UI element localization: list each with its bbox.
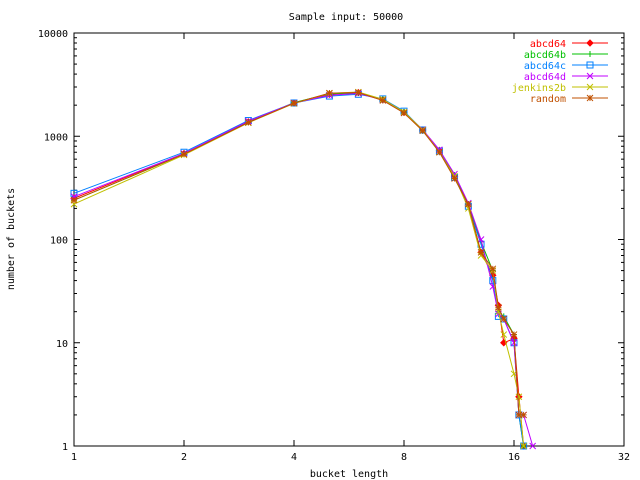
series-line xyxy=(73,92,534,447)
x-tick-label: 16 xyxy=(508,452,520,463)
legend-label: random xyxy=(530,94,566,105)
data-point xyxy=(354,89,362,96)
data-point xyxy=(510,331,518,338)
data-point xyxy=(400,109,408,117)
legend-item: abcd64d xyxy=(524,72,608,83)
data-point xyxy=(489,265,497,273)
series-line xyxy=(73,91,524,416)
series-line xyxy=(73,91,525,447)
legend-label: abcd64d xyxy=(524,72,566,83)
data-point xyxy=(515,411,523,419)
data-point xyxy=(451,175,458,182)
x-tick-label: 2 xyxy=(181,452,187,463)
data-point xyxy=(180,150,188,158)
data-point xyxy=(520,411,527,419)
data-point xyxy=(515,393,523,401)
legend-label: abcd64 xyxy=(530,39,566,50)
data-point xyxy=(477,252,485,259)
x-axis-label: bucket length xyxy=(310,469,388,480)
data-point xyxy=(495,304,502,311)
data-point xyxy=(70,196,78,204)
y-axis-label: number of buckets xyxy=(6,188,17,290)
y-tick-label: 10 xyxy=(56,339,68,350)
data-point xyxy=(290,99,298,107)
series-line xyxy=(73,91,525,447)
legend-item: random xyxy=(530,94,608,105)
data-point xyxy=(586,94,594,102)
data-point xyxy=(379,97,387,104)
data-point xyxy=(520,442,527,450)
series-random xyxy=(70,89,527,419)
y-tick-label: 1 xyxy=(62,442,68,453)
data-point xyxy=(477,236,485,243)
data-point xyxy=(326,89,333,97)
series-abcd64d xyxy=(70,90,537,450)
data-point xyxy=(244,119,252,126)
axes: 1 2 4 8 16 32 1 10 100 1000 10000 xyxy=(38,29,630,463)
series-jenkins2b xyxy=(70,88,527,450)
x-tick-label: 32 xyxy=(618,452,630,463)
legend: abcd64abcd64babcd64cabcd64djenkins2brand… xyxy=(512,39,608,105)
legend-item: abcd64c xyxy=(524,61,608,72)
data-point xyxy=(587,51,593,57)
series-line xyxy=(73,92,525,447)
data-point xyxy=(436,148,443,156)
x-tick-label: 4 xyxy=(291,452,297,463)
data-point xyxy=(477,249,485,256)
series-abcd64c xyxy=(70,90,528,450)
series-abcd64b xyxy=(71,90,527,449)
legend-item: jenkins2b xyxy=(512,83,608,94)
x-tick-label: 8 xyxy=(401,452,407,463)
series-layer xyxy=(70,88,537,450)
data-point xyxy=(586,72,594,80)
legend-label: abcd64c xyxy=(524,61,566,72)
y-tick-label: 100 xyxy=(50,236,68,247)
chart-title: Sample input: 50000 xyxy=(289,12,403,23)
legend-label: abcd64b xyxy=(524,50,566,61)
y-tick-label: 10000 xyxy=(38,29,68,40)
data-point xyxy=(586,61,594,69)
data-point xyxy=(464,200,472,208)
legend-item: abcd64 xyxy=(530,39,608,50)
data-point xyxy=(500,331,508,338)
data-point xyxy=(500,315,508,323)
y-tick-label: 1000 xyxy=(44,132,68,143)
legend-label: jenkins2b xyxy=(512,83,566,94)
series-line xyxy=(73,93,525,447)
series-abcd64 xyxy=(70,88,528,450)
data-point xyxy=(586,39,594,47)
data-point xyxy=(529,442,537,450)
data-point xyxy=(586,83,594,91)
data-point xyxy=(419,127,427,135)
x-tick-label: 1 xyxy=(71,452,77,463)
data-point xyxy=(489,277,497,285)
legend-item: abcd64b xyxy=(524,50,608,61)
